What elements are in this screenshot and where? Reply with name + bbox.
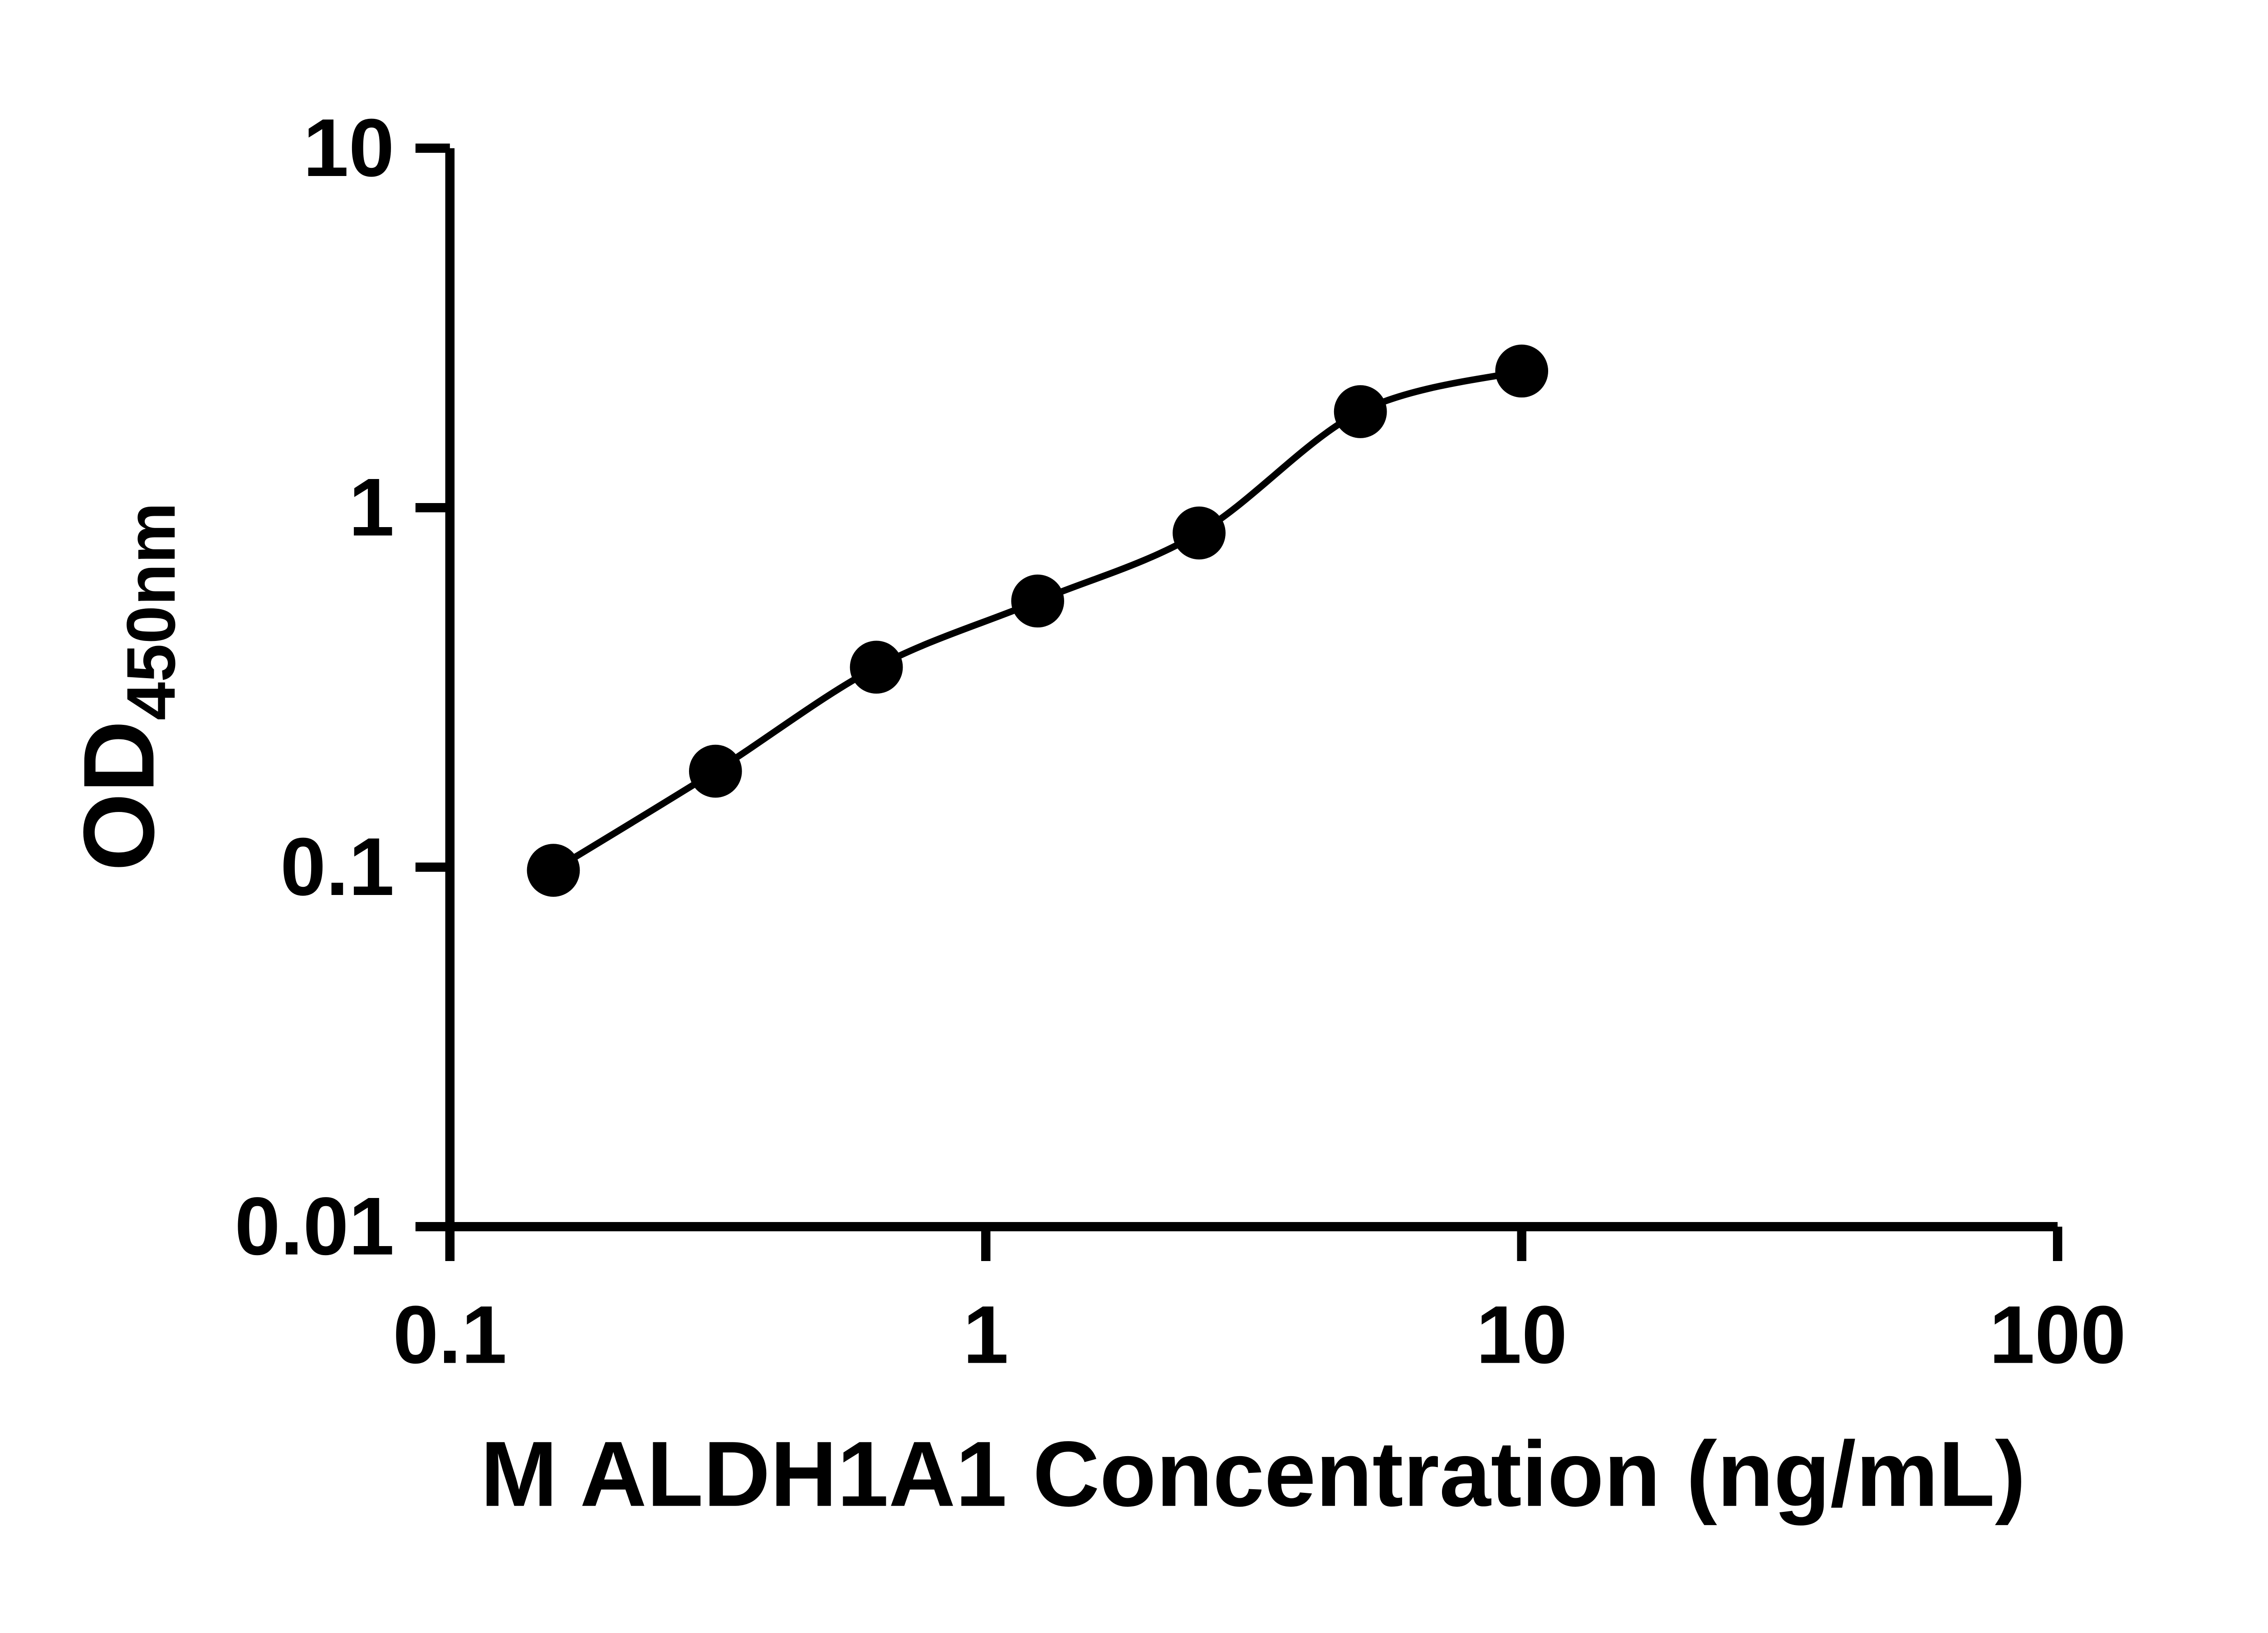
axis-frame xyxy=(445,148,2058,1232)
y-tick-label: 10 xyxy=(303,102,394,194)
data-point-marker xyxy=(527,844,580,897)
y-tick-label: 0.1 xyxy=(280,821,394,913)
x-tick-label: 0.1 xyxy=(393,1289,507,1381)
data-point-marker xyxy=(1011,574,1064,628)
data-point-marker xyxy=(1173,506,1226,560)
y-tick-label: 1 xyxy=(349,461,395,553)
y-axis-title: OD450nm xyxy=(62,502,190,871)
plot-layer: 0.1 1 10 100 0.01 0.1 1 10 xyxy=(235,102,2126,1381)
data-point-marker xyxy=(1495,344,1549,398)
y-tick-label: 0.01 xyxy=(235,1180,394,1272)
y-axis-title-sub: 450nm xyxy=(113,502,190,720)
data-point-marker xyxy=(689,744,742,798)
x-tick-label: 10 xyxy=(1476,1289,1567,1381)
data-point-marker xyxy=(1334,385,1387,438)
data-point-marker xyxy=(850,640,903,694)
y-axis-title-main: OD xyxy=(62,720,175,871)
x-tick-label: 1 xyxy=(963,1289,1009,1381)
standard-curve-chart: 0.1 1 10 100 0.01 0.1 1 10 M ALDH1A1 Concentrat… xyxy=(62,102,2126,1526)
x-axis-title: M ALDH1A1 Concentration (ng/mL) xyxy=(480,1423,2026,1526)
x-tick-label: 100 xyxy=(1989,1289,2126,1381)
elisa-standard-curve-figure: 0.1 1 10 100 0.01 0.1 1 10 M ALDH1A1 Concentrat… xyxy=(62,102,2126,1526)
